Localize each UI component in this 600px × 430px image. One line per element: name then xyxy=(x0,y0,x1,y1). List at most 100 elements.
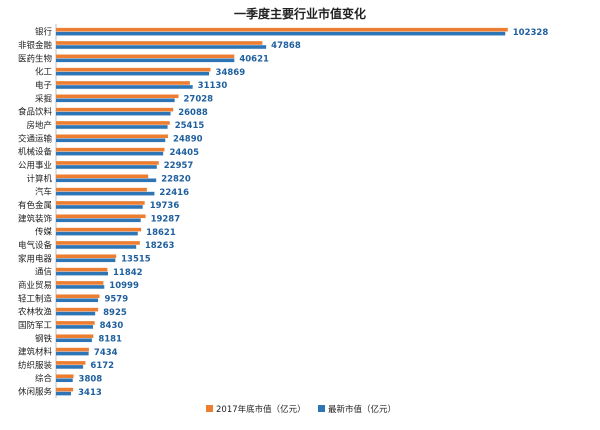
bar-latest xyxy=(56,218,141,223)
data-label: 26088 xyxy=(178,108,208,118)
data-label: 22416 xyxy=(159,188,189,198)
category-label: 传媒 xyxy=(35,227,53,238)
bar-latest xyxy=(56,58,235,63)
category-label: 商业贸易 xyxy=(18,280,52,291)
data-label: 18263 xyxy=(145,241,175,251)
category-label: 医药生物 xyxy=(18,53,53,64)
bar-latest xyxy=(56,45,267,49)
legend: 2017年底市值（亿元） 最新市值（亿元） xyxy=(206,404,396,415)
bar-2017 xyxy=(56,161,159,165)
data-label: 102328 xyxy=(513,28,549,38)
data-label: 6172 xyxy=(90,361,114,371)
bar-latest xyxy=(56,285,105,289)
bar-2017 xyxy=(56,27,508,32)
category-label: 公用事业 xyxy=(18,160,52,171)
category-label: 计算机 xyxy=(26,173,52,184)
bar-2017 xyxy=(56,281,104,285)
data-label: 11842 xyxy=(113,268,143,278)
category-label: 交通运输 xyxy=(18,133,53,144)
category-label: 电气设备 xyxy=(18,240,53,251)
legend-label-2017: 2017年底市值（亿元） xyxy=(216,404,306,415)
category-label: 采掘 xyxy=(35,93,52,104)
bar-latest xyxy=(56,138,166,143)
category-label: 综合 xyxy=(35,373,53,384)
bar-latest xyxy=(56,31,506,36)
bar-latest xyxy=(56,365,84,369)
data-label: 31130 xyxy=(198,81,228,91)
data-label: 7434 xyxy=(94,348,118,358)
bar-latest xyxy=(56,338,92,343)
bar-latest xyxy=(56,391,71,396)
category-label: 建筑材料 xyxy=(18,347,53,358)
legend-label-latest: 最新市值（亿元） xyxy=(328,404,396,415)
category-label: 汽车 xyxy=(35,187,52,198)
bar-2017 xyxy=(56,347,89,352)
bar-2017 xyxy=(56,387,74,392)
bar-2017 xyxy=(56,334,94,339)
bar-2017 xyxy=(56,321,95,325)
data-label: 9579 xyxy=(104,294,128,304)
bar-2017 xyxy=(56,214,146,219)
data-label: 25415 xyxy=(175,121,205,131)
data-label: 10999 xyxy=(109,281,139,291)
category-label: 国防军工 xyxy=(18,320,53,331)
bar-latest xyxy=(56,311,96,316)
bar-latest xyxy=(56,98,175,103)
bar-latest xyxy=(56,298,99,303)
bar-latest xyxy=(56,125,168,129)
category-label: 有色金属 xyxy=(18,200,52,211)
bar-2017 xyxy=(56,94,179,99)
data-label: 24890 xyxy=(173,135,203,145)
bar-2017 xyxy=(56,201,145,205)
bar-2017 xyxy=(56,41,263,45)
bar-2017 xyxy=(56,361,86,365)
bar-latest xyxy=(56,245,137,249)
category-label: 纺织服装 xyxy=(18,360,53,371)
bar-latest xyxy=(56,178,157,183)
bar-latest xyxy=(56,231,138,236)
data-label: 3808 xyxy=(79,374,103,384)
category-label: 轻工制造 xyxy=(18,293,53,304)
category-label: 农林牧渔 xyxy=(18,307,53,318)
bar-2017 xyxy=(56,81,190,85)
bar-2017 xyxy=(56,241,140,245)
data-label: 8925 xyxy=(103,308,127,318)
bar-2017 xyxy=(56,374,74,379)
bar-2017 xyxy=(56,107,174,112)
bar-latest xyxy=(56,258,116,263)
category-label: 房地产 xyxy=(26,120,52,131)
bar-2017 xyxy=(56,147,165,152)
data-label: 19287 xyxy=(151,214,181,224)
bar-latest xyxy=(56,71,210,76)
bar-latest xyxy=(56,271,108,276)
bar-latest xyxy=(56,151,164,156)
data-label: 19736 xyxy=(150,201,180,211)
legend-swatch-2017 xyxy=(206,405,213,412)
data-label: 27028 xyxy=(183,95,213,105)
data-label: 22820 xyxy=(161,174,191,184)
bar-2017 xyxy=(56,174,149,179)
bar-2017 xyxy=(56,307,99,312)
bar-latest xyxy=(56,378,73,383)
data-label: 34869 xyxy=(216,68,246,78)
data-label: 8181 xyxy=(98,334,122,344)
data-label: 3413 xyxy=(78,388,102,398)
bars-group: 银行 102328 非银金融 47868 医药生物 40621 化工 34869 电子 31130… xyxy=(18,27,548,398)
category-label: 钢铁 xyxy=(35,333,53,344)
bar-latest xyxy=(56,165,157,169)
bar-latest xyxy=(56,205,143,209)
category-label: 化工 xyxy=(35,67,53,78)
bar-2017 xyxy=(56,294,100,299)
bar-2017 xyxy=(56,187,147,192)
bar-2017 xyxy=(56,54,235,59)
category-label: 银行 xyxy=(35,27,53,38)
data-label: 13515 xyxy=(121,254,151,264)
legend-swatch-latest xyxy=(318,405,325,412)
bar-2017 xyxy=(56,227,142,232)
bar-2017 xyxy=(56,67,211,72)
bar-2017 xyxy=(56,254,117,259)
category-label: 非银金融 xyxy=(18,40,53,51)
data-label: 8430 xyxy=(100,321,124,331)
category-label: 建筑装饰 xyxy=(18,213,53,224)
